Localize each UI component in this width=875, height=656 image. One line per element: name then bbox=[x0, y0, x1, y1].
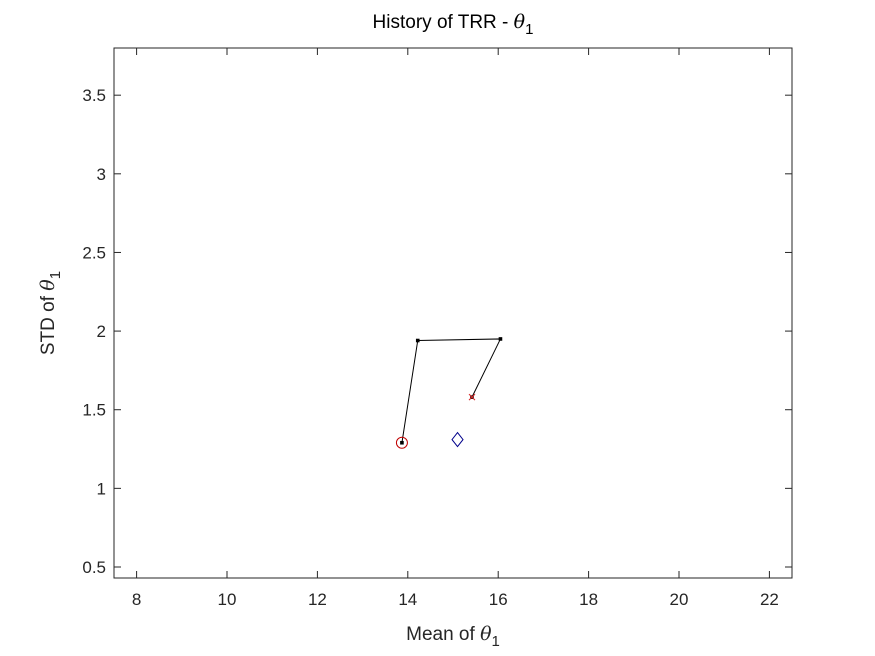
x-axis-title: Mean of θ1 bbox=[406, 623, 500, 650]
ylabel-subscript: 1 bbox=[47, 271, 64, 279]
x-tick-label: 10 bbox=[218, 590, 237, 609]
y-axis-ticks: 0.5 1 1.5 2 2.5 3 3.5 bbox=[82, 86, 792, 577]
start-x-marker bbox=[468, 393, 476, 401]
ylabel-text: STD of θ1 bbox=[37, 271, 64, 355]
x-tick-label: 18 bbox=[579, 590, 598, 609]
y-axis-title: STD of θ1 bbox=[37, 271, 64, 355]
end-circle-marker bbox=[395, 436, 408, 449]
x-tick-label: 14 bbox=[398, 590, 417, 609]
ylabel-main: STD of bbox=[38, 291, 59, 355]
xlabel-text: Mean of θ1 bbox=[406, 623, 500, 650]
x-tick-label: 22 bbox=[760, 590, 779, 609]
y-tick-label: 0.5 bbox=[82, 558, 106, 577]
y-tick-label: 3 bbox=[97, 165, 106, 184]
xlabel-main: Mean of bbox=[406, 624, 480, 645]
y-tick-label: 3.5 bbox=[82, 86, 106, 105]
diamond-marker bbox=[451, 431, 464, 448]
series-line bbox=[401, 338, 502, 443]
series-point bbox=[415, 338, 420, 343]
y-tick-label: 2 bbox=[97, 322, 106, 341]
series-point bbox=[400, 440, 404, 445]
xlabel-symbol: θ bbox=[480, 623, 492, 645]
ylabel-symbol: θ bbox=[37, 279, 59, 291]
x-tick-label: 8 bbox=[132, 590, 141, 609]
title-symbol: θ bbox=[514, 11, 526, 33]
title-subscript: 1 bbox=[525, 21, 533, 38]
x-tick-label: 20 bbox=[670, 590, 689, 609]
chart-title: History of TRR - θ1 bbox=[373, 11, 534, 38]
special-markers bbox=[395, 393, 476, 449]
title-text: History of TRR - θ1 bbox=[373, 11, 534, 38]
x-axis-ticks: 8 10 12 14 16 18 20 22 bbox=[132, 48, 779, 609]
y-tick-label: 2.5 bbox=[82, 243, 106, 262]
xlabel-subscript: 1 bbox=[492, 633, 500, 650]
series-point bbox=[498, 337, 503, 341]
y-tick-label: 1.5 bbox=[82, 401, 106, 420]
x-tick-label: 16 bbox=[489, 590, 508, 609]
y-tick-label: 1 bbox=[97, 479, 106, 498]
title-main: History of TRR - bbox=[373, 12, 514, 33]
x-tick-label: 12 bbox=[308, 590, 327, 609]
plot-area bbox=[113, 47, 793, 579]
